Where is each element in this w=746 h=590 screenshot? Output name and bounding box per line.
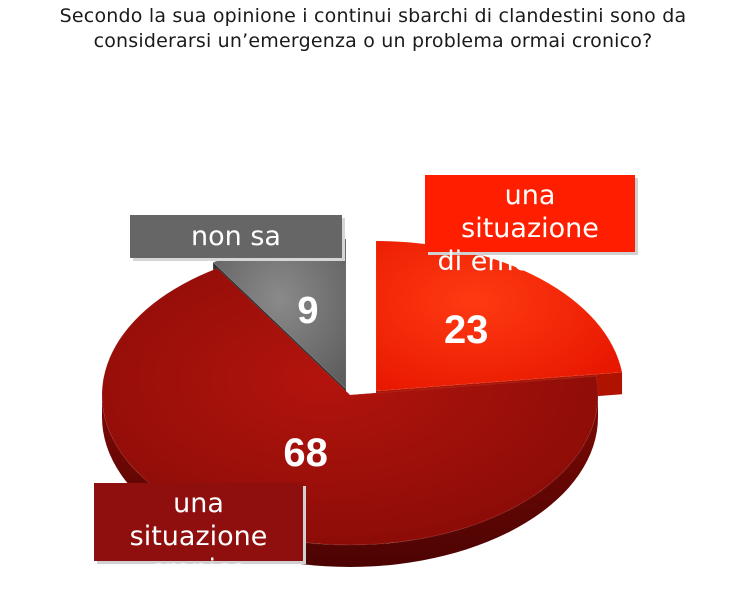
legend-label-cronica-line-1: una situazione — [129, 488, 268, 552]
value-label-cronica: 68 — [283, 431, 328, 475]
slices-layer — [101, 238, 623, 567]
chart-title: Secondo la sua opinione i continui sbarc… — [0, 4, 746, 54]
legend-label-cronica-line-2: cronica — [149, 554, 248, 585]
value-label-non-sa: 9 — [297, 290, 318, 332]
legend-label-emergenza-line-1: una situazione — [461, 180, 599, 244]
value-label-emergenza: 23 — [444, 308, 489, 352]
chart-title-line-1: Secondo la sua opinione i continui sbarc… — [59, 5, 687, 27]
legend-label-cronica: una situazione cronica — [94, 483, 303, 585]
chart-title-line-2: considerarsi un’emergenza o un problema … — [93, 30, 653, 52]
slice-emergenza-top — [375, 240, 623, 392]
values-layer: 9 23 68 — [283, 290, 488, 475]
legend-label-non-sa: non sa — [130, 215, 342, 258]
legend-label-emergenza: una situazione di emergenza — [425, 175, 635, 277]
legend-label-non-sa-line-1: non sa — [191, 221, 281, 252]
legend-label-emergenza-line-2: di emergenza — [437, 246, 623, 277]
